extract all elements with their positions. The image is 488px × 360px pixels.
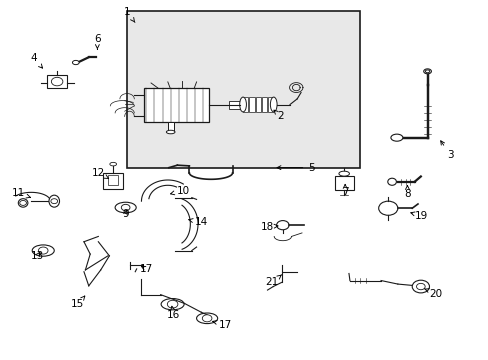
Circle shape	[202, 315, 211, 322]
Text: 11: 11	[12, 188, 30, 198]
Ellipse shape	[338, 171, 349, 176]
Text: 1: 1	[124, 8, 135, 22]
Bar	[127, 11, 359, 168]
Ellipse shape	[196, 313, 217, 324]
Ellipse shape	[72, 60, 79, 65]
Text: 7: 7	[341, 184, 348, 197]
Text: 16: 16	[166, 306, 180, 320]
Circle shape	[416, 283, 424, 290]
Circle shape	[276, 221, 288, 230]
Bar	[243, 98, 248, 112]
Circle shape	[378, 201, 397, 215]
Circle shape	[411, 280, 428, 293]
Bar	[167, 122, 173, 131]
Circle shape	[167, 300, 178, 308]
Bar	[267, 98, 273, 112]
Ellipse shape	[32, 245, 54, 256]
Text: 2: 2	[273, 110, 283, 121]
Text: 12: 12	[92, 168, 108, 179]
Text: 21: 21	[265, 275, 281, 287]
Text: 17: 17	[212, 320, 231, 330]
Ellipse shape	[115, 202, 136, 213]
Text: 8: 8	[403, 185, 410, 199]
Ellipse shape	[387, 178, 396, 185]
Ellipse shape	[110, 162, 116, 166]
Circle shape	[51, 199, 58, 204]
Text: 17: 17	[140, 264, 153, 274]
Text: 4: 4	[30, 53, 42, 68]
Bar	[249, 98, 254, 112]
Bar	[229, 101, 239, 109]
Text: 13: 13	[31, 251, 44, 261]
Bar	[47, 75, 67, 88]
Ellipse shape	[18, 199, 28, 207]
Ellipse shape	[49, 195, 60, 207]
Text: 3: 3	[440, 141, 453, 160]
Ellipse shape	[239, 97, 246, 112]
Circle shape	[39, 247, 48, 254]
Bar	[143, 88, 208, 122]
Ellipse shape	[423, 69, 430, 74]
Text: 10: 10	[170, 186, 189, 195]
Ellipse shape	[270, 97, 277, 112]
Ellipse shape	[166, 130, 175, 134]
Circle shape	[20, 201, 26, 206]
Bar	[108, 175, 118, 185]
Circle shape	[51, 77, 63, 86]
Text: 9: 9	[122, 208, 129, 219]
Circle shape	[121, 204, 130, 211]
Bar	[103, 173, 123, 189]
Text: 19: 19	[410, 211, 427, 221]
Ellipse shape	[425, 70, 429, 73]
Text: 14: 14	[188, 217, 207, 227]
Ellipse shape	[161, 298, 184, 310]
Text: 6: 6	[94, 34, 101, 49]
Bar	[255, 98, 260, 112]
Text: 5: 5	[277, 163, 314, 173]
Text: 20: 20	[424, 289, 442, 298]
Ellipse shape	[390, 134, 402, 141]
Bar	[261, 98, 266, 112]
Bar	[334, 176, 353, 190]
Text: 18: 18	[260, 221, 277, 231]
Text: 15: 15	[71, 296, 84, 309]
